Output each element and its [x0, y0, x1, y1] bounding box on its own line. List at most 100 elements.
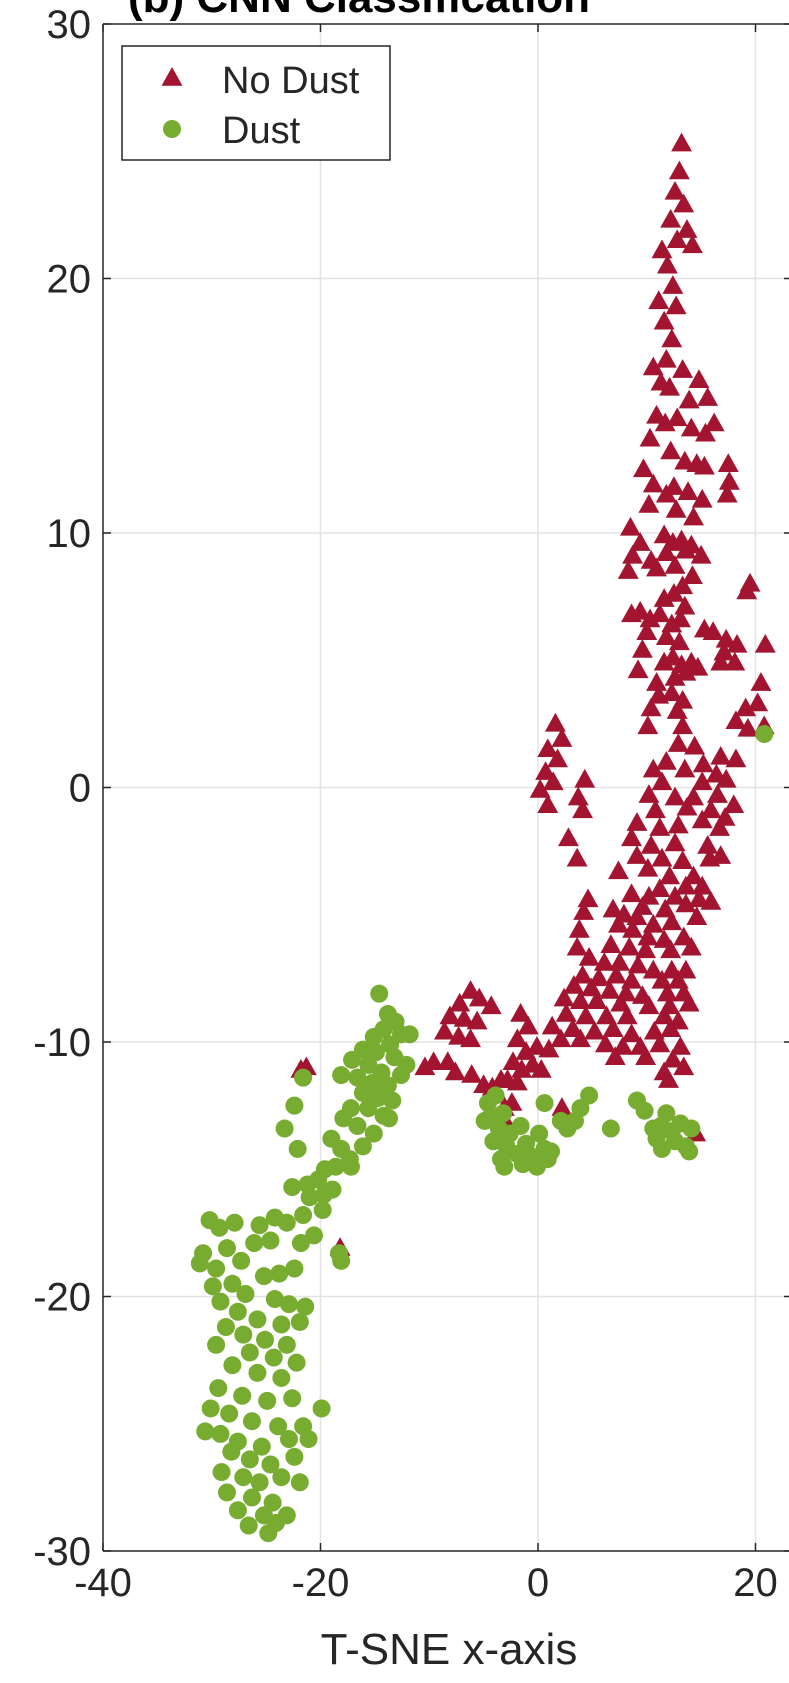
no-dust-point	[693, 455, 715, 475]
dust-point	[250, 1216, 269, 1235]
no-dust-point	[642, 473, 664, 493]
dust-point	[269, 1417, 288, 1436]
chart-title: (b) CNN Classification	[128, 0, 590, 22]
dust-point	[580, 1086, 599, 1105]
dust-point	[294, 1206, 313, 1225]
tick-labels: -30 -20 -10 0 10 20 30 -40 -20 0 20	[33, 3, 778, 1605]
no-dust-point	[627, 954, 649, 974]
legend-marker-no-dust	[161, 67, 183, 86]
dust-point	[232, 1251, 251, 1270]
no-dust-point	[608, 913, 629, 933]
no-dust-point	[725, 748, 747, 768]
no-dust-point	[659, 376, 681, 396]
y-tick-label: 10	[47, 512, 92, 556]
dust-point	[494, 1104, 513, 1123]
series-no-dust	[290, 132, 776, 1256]
no-dust-point	[664, 555, 686, 574]
no-dust-point	[517, 1015, 539, 1035]
no-dust-point	[672, 575, 694, 595]
no-dust-point	[617, 560, 639, 579]
no-dust-point	[638, 494, 660, 513]
no-dust-point	[555, 1003, 577, 1022]
no-dust-point	[700, 891, 722, 910]
no-dust-point	[666, 700, 688, 719]
dust-point	[680, 1142, 699, 1161]
dust-point	[240, 1343, 259, 1362]
no-dust-point	[681, 565, 703, 584]
no-dust-point	[633, 458, 654, 478]
dust-point	[217, 1239, 236, 1258]
no-dust-point	[683, 865, 704, 885]
no-dust-point	[616, 1005, 638, 1025]
dust-point	[216, 1318, 235, 1337]
dust-point	[364, 1124, 383, 1143]
dust-point	[359, 1099, 378, 1118]
dust-point	[348, 1068, 367, 1087]
dust-point	[353, 1137, 372, 1156]
no-dust-point	[562, 1018, 584, 1037]
dust-point	[270, 1264, 289, 1283]
no-dust-point	[662, 1048, 684, 1068]
no-dust-point	[653, 651, 675, 671]
dust-point	[755, 725, 774, 744]
dust-point	[300, 1188, 319, 1207]
no-dust-point	[660, 939, 682, 959]
dust-point	[288, 1139, 307, 1158]
no-dust-point	[638, 784, 660, 803]
no-dust-point	[658, 1069, 679, 1088]
y-tick-label: -30	[33, 1530, 91, 1574]
no-dust-point	[673, 1056, 695, 1076]
no-dust-point	[653, 588, 675, 607]
no-dust-point	[710, 745, 732, 765]
no-dust-point	[661, 911, 683, 931]
dust-point	[283, 1389, 302, 1408]
dust-point	[380, 1109, 399, 1128]
no-dust-point	[511, 1058, 533, 1078]
dust-point	[290, 1473, 309, 1492]
no-dust-point	[649, 603, 671, 623]
x-tick-label: 0	[527, 1561, 549, 1605]
no-dust-point	[692, 753, 714, 773]
no-dust-point	[666, 229, 688, 249]
dust-point	[486, 1086, 505, 1105]
no-dust-point	[602, 898, 624, 918]
no-dust-point	[684, 735, 706, 755]
dust-point	[299, 1430, 318, 1449]
no-dust-point	[674, 595, 696, 615]
no-dust-point	[577, 888, 599, 908]
no-dust-point	[584, 1020, 605, 1040]
dust-point	[248, 1310, 267, 1329]
no-dust-point	[699, 847, 721, 867]
data-points	[190, 132, 776, 1543]
no-dust-point	[651, 771, 673, 791]
no-dust-point	[655, 751, 677, 770]
no-dust-point	[558, 827, 579, 847]
no-dust-point	[653, 310, 675, 330]
no-dust-point	[439, 1005, 461, 1025]
dust-point	[312, 1399, 331, 1418]
no-dust-point	[649, 1033, 671, 1053]
dust-point	[348, 1116, 367, 1135]
no-dust-point	[635, 939, 657, 959]
no-dust-point	[750, 672, 772, 691]
no-dust-point	[567, 786, 589, 806]
no-dust-point	[622, 919, 644, 938]
no-dust-point	[664, 885, 686, 905]
no-dust-point	[605, 964, 627, 984]
dust-point	[223, 1274, 242, 1293]
dust-point	[242, 1488, 261, 1507]
dust-point	[287, 1353, 306, 1372]
no-dust-point	[649, 878, 671, 897]
dust-point	[212, 1463, 231, 1482]
no-dust-point	[610, 992, 632, 1012]
no-dust-point	[544, 712, 566, 732]
dust-point	[220, 1404, 239, 1423]
dust-point	[201, 1399, 220, 1418]
dust-point	[279, 1430, 298, 1449]
no-dust-point	[627, 659, 649, 679]
dust-point	[256, 1330, 275, 1349]
no-dust-point	[681, 234, 703, 254]
dust-point	[378, 1076, 397, 1095]
no-dust-point	[676, 219, 698, 238]
no-dust-point	[646, 672, 667, 691]
